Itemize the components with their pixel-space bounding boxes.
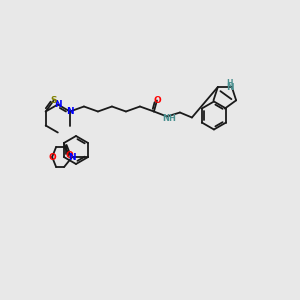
Text: N: N [66, 107, 74, 116]
Text: H: H [226, 79, 233, 88]
Text: O: O [48, 152, 56, 161]
Text: NH: NH [162, 114, 176, 123]
Text: S: S [50, 96, 57, 105]
Text: N: N [68, 152, 76, 161]
Text: N: N [54, 100, 62, 109]
Text: O: O [65, 152, 73, 160]
Text: O: O [153, 96, 161, 105]
Text: N: N [226, 82, 234, 91]
